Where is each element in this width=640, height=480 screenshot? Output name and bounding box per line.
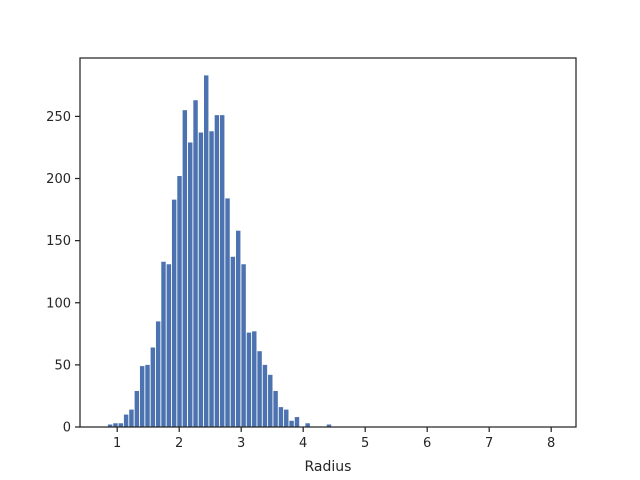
histogram-bar	[289, 420, 294, 427]
bars-group	[107, 75, 332, 428]
histogram-bar	[219, 115, 225, 427]
histogram-bar	[241, 264, 246, 427]
histogram-bar	[161, 261, 166, 427]
histogram-bar	[118, 423, 124, 427]
y-ticks-group: 0 50 100 150 200 250	[46, 110, 80, 436]
histogram-bar	[225, 198, 230, 427]
histogram-bar	[278, 407, 284, 427]
histogram-bar	[262, 364, 268, 427]
histogram-bar	[268, 374, 273, 427]
histogram-bar	[294, 417, 300, 427]
x-tick-label: 8	[547, 436, 555, 451]
histogram-bar	[166, 264, 172, 427]
x-ticks-group: 1 2 3 4 5 6 7 8	[113, 427, 555, 451]
histogram-bar	[284, 409, 289, 427]
x-tick-label: 1	[113, 436, 121, 451]
histogram-bar	[209, 131, 214, 427]
histogram-bar	[145, 364, 150, 427]
histogram-bar	[246, 332, 252, 427]
y-tick-label: 0	[63, 421, 71, 436]
y-tick-label: 250	[46, 110, 71, 125]
histogram-bar	[150, 347, 156, 427]
histogram-bar	[257, 351, 262, 427]
x-tick-label: 5	[361, 436, 369, 451]
histogram-bar	[123, 414, 129, 427]
x-tick-label: 7	[485, 436, 493, 451]
histogram-bar	[113, 423, 118, 427]
histogram-bar	[182, 110, 188, 427]
histogram-bar	[214, 115, 220, 427]
x-tick-label: 4	[299, 436, 307, 451]
y-tick-label: 100	[46, 296, 71, 311]
histogram-bar	[134, 390, 140, 427]
histogram-bar	[155, 321, 161, 427]
histogram-bar	[235, 230, 241, 427]
histogram-bar	[193, 100, 198, 427]
plot-frame	[79, 57, 577, 428]
histogram-bar	[230, 256, 236, 427]
histogram-bar	[273, 390, 278, 427]
histogram-bar	[198, 132, 204, 427]
x-tick-label: 3	[237, 436, 245, 451]
histogram-bar	[252, 331, 257, 427]
histogram-bar	[305, 423, 310, 427]
y-tick-label: 150	[46, 234, 71, 249]
histogram-bar	[139, 366, 145, 427]
histogram-bar	[171, 199, 177, 427]
histogram-bar	[177, 176, 182, 427]
histogram-bar	[188, 142, 193, 427]
x-tick-label: 6	[423, 436, 431, 451]
histogram-bar	[129, 409, 134, 427]
y-tick-label: 200	[46, 172, 71, 187]
histogram-bar	[107, 424, 113, 427]
x-axis-label: Radius	[305, 459, 352, 475]
histogram-bar	[204, 75, 209, 428]
y-tick-label: 50	[54, 358, 71, 373]
x-tick-label: 2	[175, 436, 183, 451]
histogram-bar	[326, 424, 332, 427]
